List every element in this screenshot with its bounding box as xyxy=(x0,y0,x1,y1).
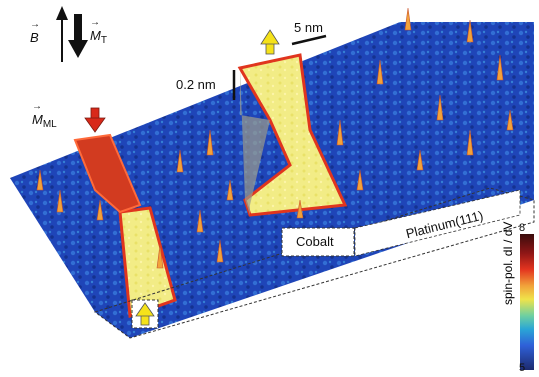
up-arrow-icon xyxy=(135,302,155,326)
b-field-label: B xyxy=(30,19,40,45)
base-outline xyxy=(93,187,535,339)
scale-bar-xy xyxy=(291,34,327,46)
colorbar xyxy=(520,234,534,370)
cobalt-box xyxy=(281,227,355,257)
colorbar-max: 8 xyxy=(519,222,526,234)
scale-z-label: 0.2 nm xyxy=(176,77,216,92)
colorbar-min: 5 xyxy=(519,362,526,374)
cobalt-label: Cobalt xyxy=(296,234,334,249)
platinum-strip xyxy=(354,189,521,257)
tip-moment-label: MT xyxy=(90,17,107,46)
b-field-arrow-icon xyxy=(56,6,68,62)
ml-moment-label: MML xyxy=(32,101,57,130)
up-arrow-icon xyxy=(260,29,280,55)
adatom-spikes xyxy=(36,7,514,269)
island-sidewall xyxy=(240,68,270,215)
ml-moment-arrow-icon xyxy=(84,107,106,133)
scale-xy-label: 5 nm xyxy=(294,20,323,35)
tip-moment-arrow-icon xyxy=(68,14,88,58)
colorbar-title: spin-pol. dI / dV xyxy=(501,221,515,305)
monolayer-block xyxy=(73,133,142,214)
cobalt-island-lower xyxy=(118,206,177,319)
